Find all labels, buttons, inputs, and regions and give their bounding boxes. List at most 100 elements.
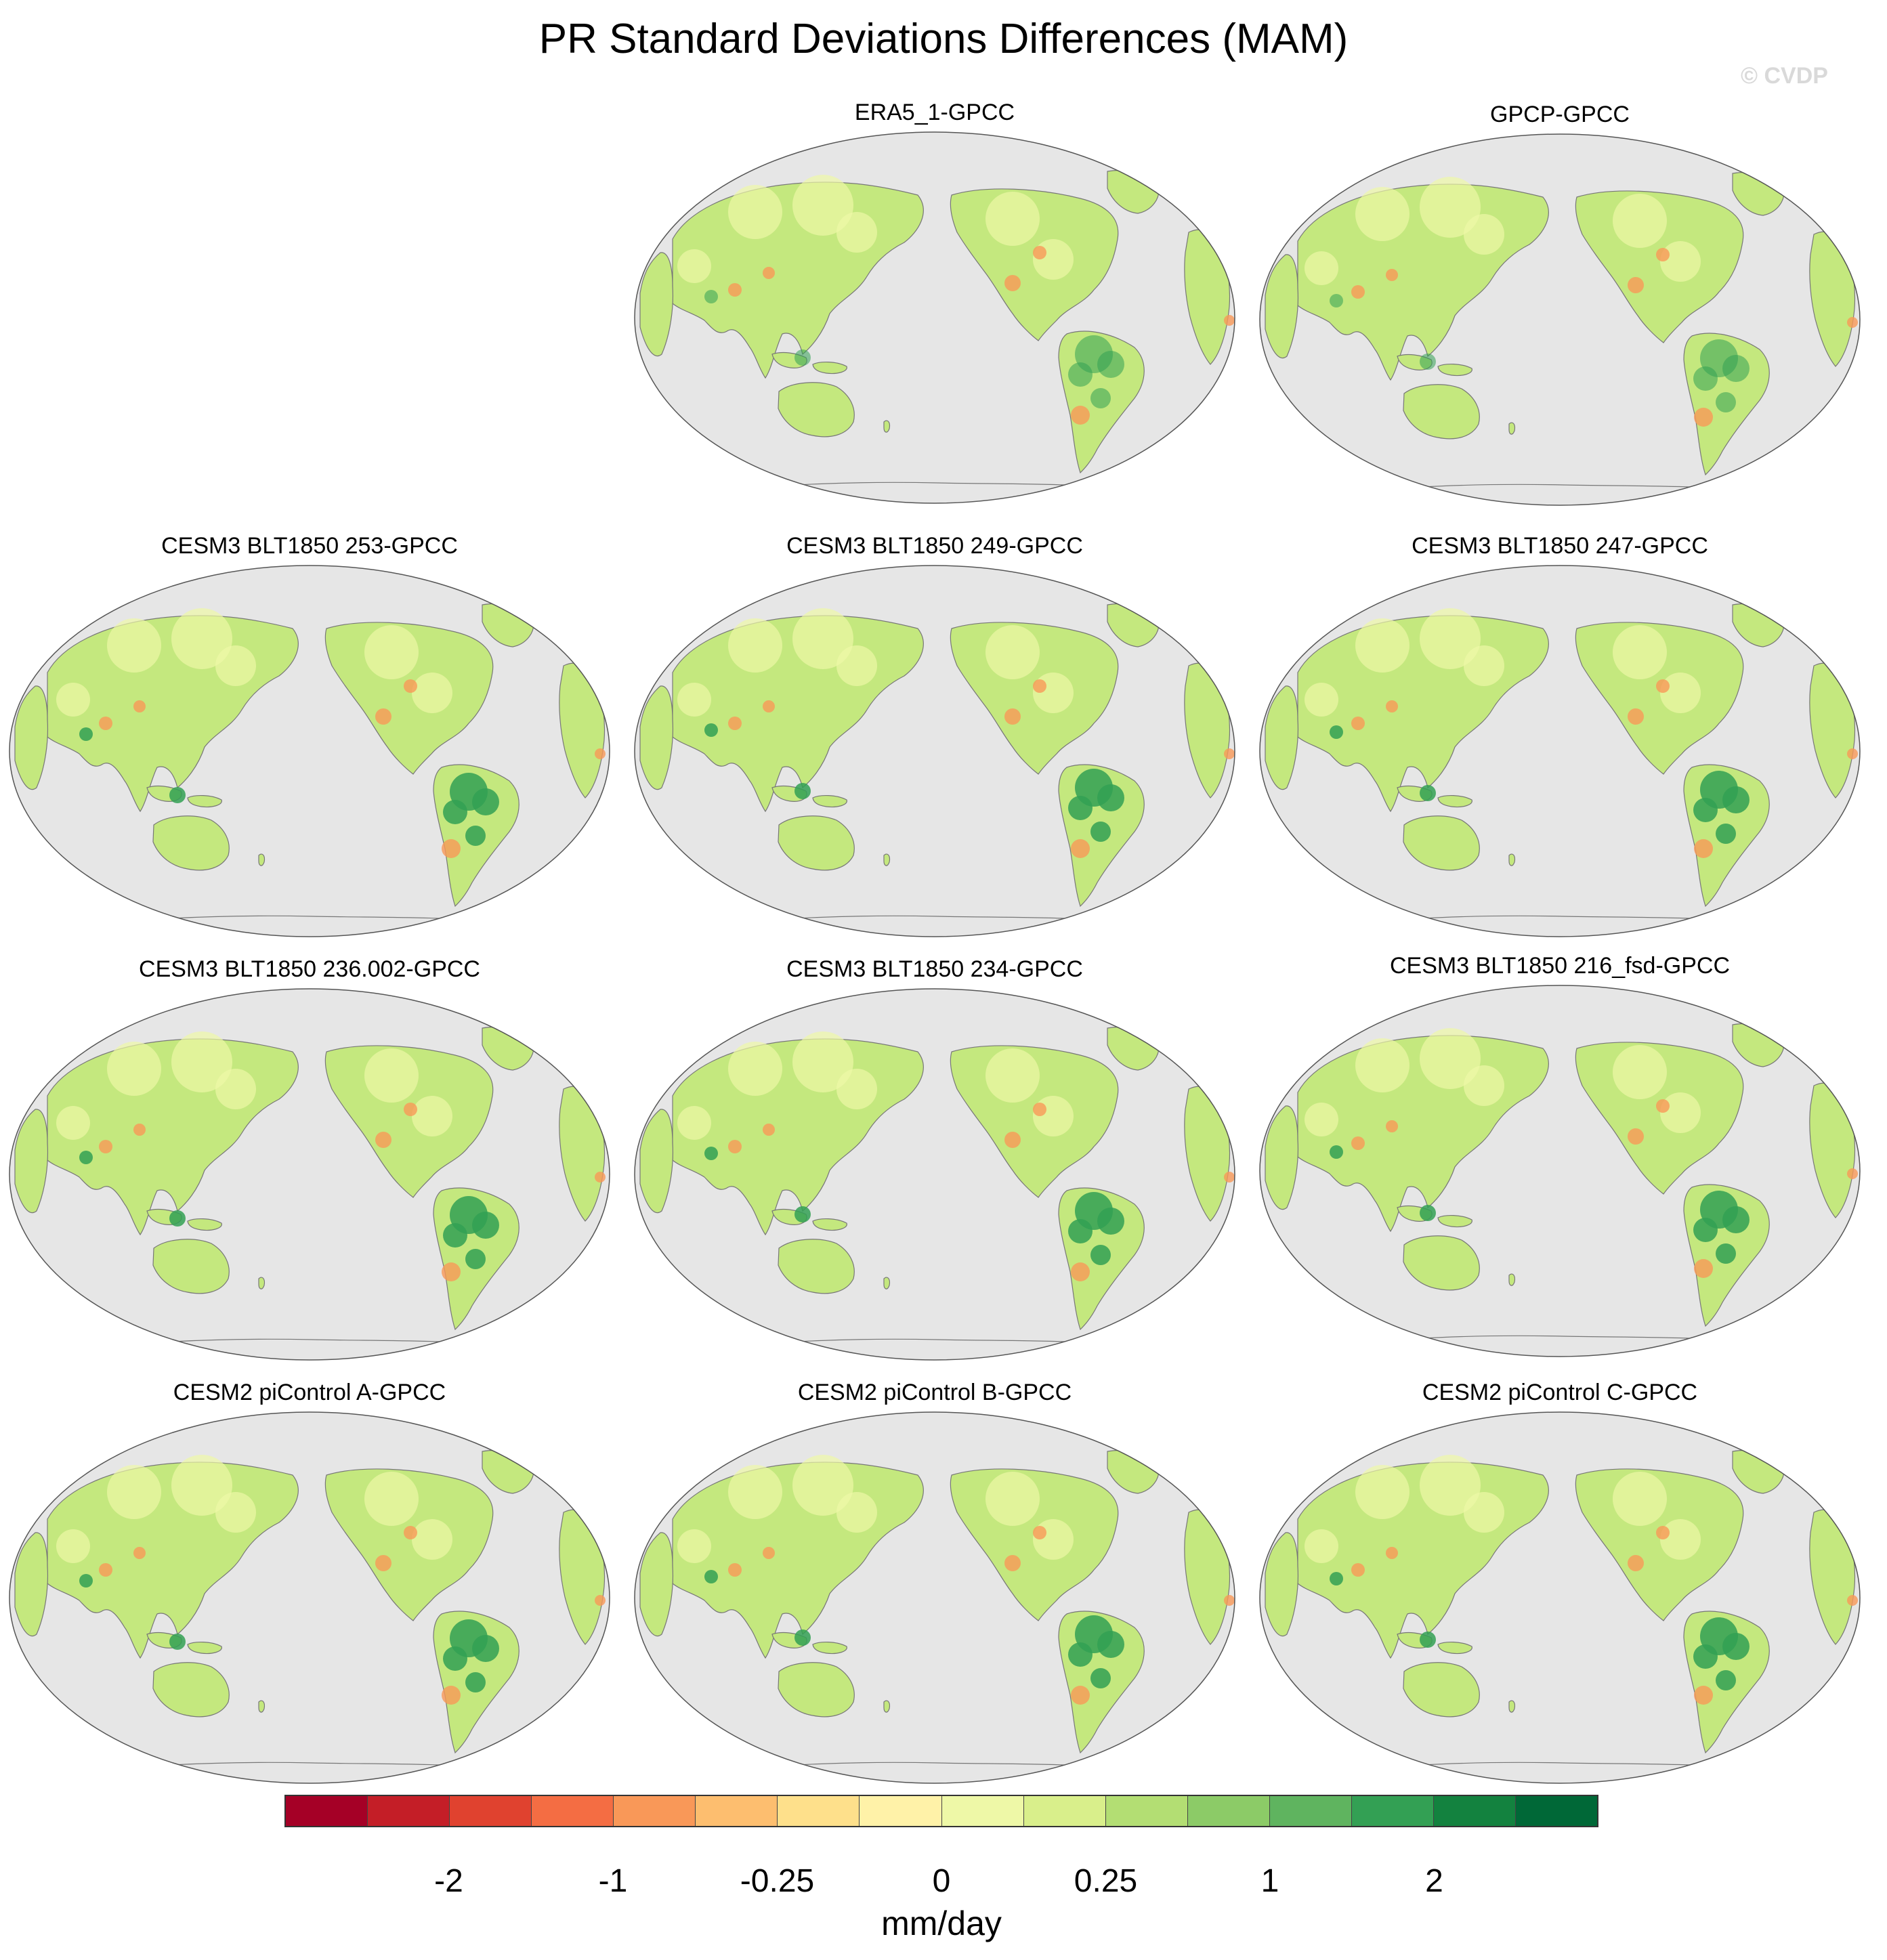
australia-landmass bbox=[152, 1662, 230, 1718]
field-patch-green bbox=[1420, 1205, 1436, 1221]
field-patch-light bbox=[1660, 241, 1701, 282]
field-patch-orange bbox=[728, 1140, 742, 1153]
field-patch-light bbox=[412, 1519, 452, 1560]
field-patch-orange bbox=[442, 1686, 461, 1705]
field-patch-orange bbox=[99, 1140, 112, 1153]
colorbar-bin bbox=[1105, 1796, 1188, 1826]
antarctica-landmass bbox=[109, 1762, 517, 1783]
field-patch-green bbox=[1330, 1572, 1343, 1585]
nz-landmass bbox=[883, 1700, 891, 1713]
field-patch-green bbox=[1722, 1206, 1750, 1233]
field-patch-green bbox=[1722, 1633, 1750, 1660]
map-panel-cesm2-c: CESM2 piControl C-GPCC bbox=[1258, 1378, 1861, 1785]
colorbar-bin bbox=[1515, 1796, 1597, 1826]
map-panel-cesm3-234: CESM3 BLT1850 234-GPCC bbox=[633, 955, 1236, 1361]
field-patch-green bbox=[1097, 1631, 1124, 1658]
field-patch-green bbox=[1068, 362, 1093, 387]
field-patch-green bbox=[1693, 1644, 1718, 1669]
field-patch-orange bbox=[1656, 1099, 1670, 1113]
map-panel-cesm2-a: CESM2 piControl A-GPCC bbox=[8, 1378, 611, 1785]
field-patch-orange bbox=[375, 1555, 391, 1571]
nz-landmass bbox=[883, 853, 891, 866]
field-patch-green bbox=[1090, 1245, 1111, 1265]
field-patch-green bbox=[443, 1223, 467, 1248]
field-patch-orange bbox=[1628, 1555, 1644, 1571]
field-patch-light bbox=[728, 618, 782, 673]
world-map bbox=[1259, 1411, 1861, 1784]
field-patch-green bbox=[1090, 388, 1111, 408]
field-patch-light bbox=[836, 1069, 877, 1109]
colorbar: -2 -1 -0.25 0 0.25 1 2 mm/day bbox=[284, 1795, 1598, 1957]
field-patch-light bbox=[1660, 1092, 1701, 1133]
world-map bbox=[9, 1411, 610, 1784]
field-patch-light bbox=[215, 1492, 256, 1533]
field-patch-green bbox=[1693, 798, 1718, 822]
figure-title: PR Standard Deviations Differences (MAM) bbox=[538, 16, 1349, 62]
field-patch-light bbox=[985, 625, 1040, 679]
field-patch-green bbox=[704, 290, 718, 303]
field-patch-light bbox=[1613, 194, 1667, 248]
antarctica-landmass bbox=[734, 915, 1142, 937]
colorbar-bin bbox=[696, 1796, 778, 1826]
field-patch-orange bbox=[595, 1172, 606, 1183]
field-patch-light bbox=[171, 1455, 232, 1516]
europe-africa_west-landmass bbox=[14, 1532, 48, 1637]
field-patch-orange bbox=[763, 267, 775, 279]
field-patch-orange bbox=[1224, 1595, 1235, 1606]
panel-title: CESM3 BLT1850 216_fsd-GPCC bbox=[1389, 953, 1731, 979]
field-patch-green bbox=[79, 727, 93, 741]
field-patch-light bbox=[1355, 1465, 1409, 1519]
field-patch-green bbox=[1420, 354, 1436, 370]
field-patch-light bbox=[1660, 1519, 1701, 1560]
colorbar-bin bbox=[1023, 1796, 1106, 1826]
panel-title: CESM3 BLT1850 236.002-GPCC bbox=[139, 956, 480, 982]
field-patch-light bbox=[171, 608, 232, 669]
field-patch-orange bbox=[99, 717, 112, 730]
field-patch-green bbox=[704, 1570, 718, 1583]
world-map bbox=[9, 565, 610, 937]
world-map bbox=[1259, 985, 1861, 1357]
field-patch-orange bbox=[1351, 285, 1365, 299]
antarctica-landmass bbox=[734, 1762, 1142, 1783]
field-patch-light bbox=[1305, 1103, 1338, 1136]
field-patch-orange bbox=[1656, 1526, 1670, 1539]
field-patch-green bbox=[1722, 786, 1750, 813]
field-patch-green bbox=[79, 1574, 93, 1588]
field-patch-orange bbox=[1224, 1172, 1235, 1183]
field-patch-light bbox=[836, 212, 877, 253]
field-patch-orange bbox=[1071, 1262, 1090, 1281]
field-patch-orange bbox=[728, 717, 742, 730]
field-patch-green bbox=[169, 1634, 186, 1650]
field-patch-green bbox=[794, 783, 811, 799]
field-patch-light bbox=[728, 1465, 782, 1519]
field-patch-orange bbox=[1694, 1259, 1713, 1278]
australia-landmass bbox=[778, 1662, 855, 1718]
field-patch-orange bbox=[442, 1262, 461, 1281]
field-patch-orange bbox=[404, 1103, 417, 1116]
panel-title: CESM3 BLT1850 253-GPCC bbox=[161, 533, 458, 559]
europe-africa_west-landmass bbox=[1265, 254, 1298, 359]
field-patch-orange bbox=[1351, 717, 1365, 730]
field-patch-light bbox=[1305, 1529, 1338, 1563]
colorbar-bin bbox=[286, 1796, 368, 1826]
nz-landmass bbox=[1508, 1700, 1516, 1713]
field-patch-light bbox=[1305, 251, 1338, 285]
field-patch-orange bbox=[1386, 1547, 1398, 1559]
field-patch-light bbox=[1305, 683, 1338, 717]
indonesia-landmass bbox=[771, 351, 847, 375]
field-patch-light bbox=[1033, 1096, 1074, 1136]
field-patch-green bbox=[794, 349, 811, 366]
field-patch-light bbox=[1464, 1492, 1504, 1533]
colorbar-bin bbox=[368, 1796, 450, 1826]
field-patch-light bbox=[836, 1492, 877, 1533]
field-patch-orange bbox=[1847, 1595, 1858, 1606]
colorbar-tick-label: 0.25 bbox=[1074, 1863, 1138, 1899]
field-patch-light bbox=[1033, 1519, 1074, 1560]
antarctica-landmass bbox=[1359, 1762, 1767, 1783]
nz-landmass bbox=[258, 1277, 266, 1290]
field-patch-light bbox=[1420, 177, 1481, 238]
colorbar-bin bbox=[860, 1796, 942, 1826]
colorbar-bin bbox=[1433, 1796, 1516, 1826]
map-border bbox=[1259, 133, 1861, 506]
field-patch-green bbox=[1068, 796, 1093, 820]
